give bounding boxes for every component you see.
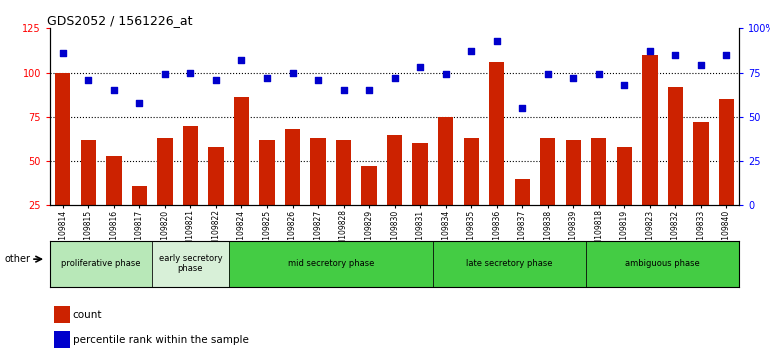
Bar — [540, 138, 555, 205]
Bar — [285, 129, 300, 205]
Bar — [182, 126, 198, 205]
Bar — [361, 166, 377, 205]
Text: count: count — [72, 310, 102, 320]
Text: other: other — [5, 254, 31, 264]
Point — [695, 63, 707, 68]
Point — [236, 57, 248, 63]
Point — [465, 48, 477, 54]
Bar — [259, 140, 275, 205]
Point — [184, 70, 196, 75]
Point — [261, 75, 273, 81]
Bar — [229, 241, 433, 287]
Point — [440, 72, 452, 77]
Bar — [464, 138, 479, 205]
Bar — [591, 138, 607, 205]
Point — [516, 105, 528, 111]
Point — [414, 64, 427, 70]
Point — [133, 100, 146, 105]
Bar — [157, 138, 172, 205]
Point — [108, 87, 120, 93]
Bar — [413, 143, 428, 205]
Point — [312, 77, 324, 82]
Point — [644, 48, 656, 54]
Bar — [693, 122, 708, 205]
Bar — [718, 99, 734, 205]
Point — [593, 72, 605, 77]
Text: percentile rank within the sample: percentile rank within the sample — [72, 335, 249, 344]
Bar — [106, 156, 122, 205]
Point — [490, 38, 503, 44]
Bar — [50, 241, 152, 287]
Point — [57, 50, 69, 56]
Bar — [81, 140, 96, 205]
Bar — [55, 73, 71, 205]
Bar — [132, 186, 147, 205]
Bar — [152, 241, 229, 287]
Point — [286, 70, 299, 75]
Point — [159, 72, 171, 77]
Text: late secretory phase: late secretory phase — [466, 259, 553, 268]
Point — [669, 52, 681, 58]
Bar — [433, 241, 586, 287]
Bar — [209, 147, 223, 205]
Bar — [234, 97, 249, 205]
Bar — [566, 140, 581, 205]
Bar — [668, 87, 683, 205]
Point — [82, 77, 95, 82]
Bar — [54, 331, 70, 348]
Point — [541, 72, 554, 77]
Text: GDS2052 / 1561226_at: GDS2052 / 1561226_at — [47, 14, 192, 27]
Point — [209, 77, 222, 82]
Point — [337, 87, 350, 93]
Point — [618, 82, 631, 88]
Bar — [642, 55, 658, 205]
Bar — [514, 179, 530, 205]
Bar — [310, 138, 326, 205]
Bar — [489, 62, 504, 205]
Point — [363, 87, 375, 93]
Text: proliferative phase: proliferative phase — [62, 259, 141, 268]
Bar — [387, 135, 402, 205]
Text: mid secretory phase: mid secretory phase — [288, 259, 374, 268]
Bar — [54, 306, 70, 323]
Bar — [438, 117, 454, 205]
Bar — [586, 241, 739, 287]
Point — [388, 75, 400, 81]
Point — [720, 52, 732, 58]
Text: ambiguous phase: ambiguous phase — [625, 259, 700, 268]
Bar — [617, 147, 632, 205]
Bar — [336, 140, 351, 205]
Point — [567, 75, 580, 81]
Text: early secretory
phase: early secretory phase — [159, 254, 223, 273]
